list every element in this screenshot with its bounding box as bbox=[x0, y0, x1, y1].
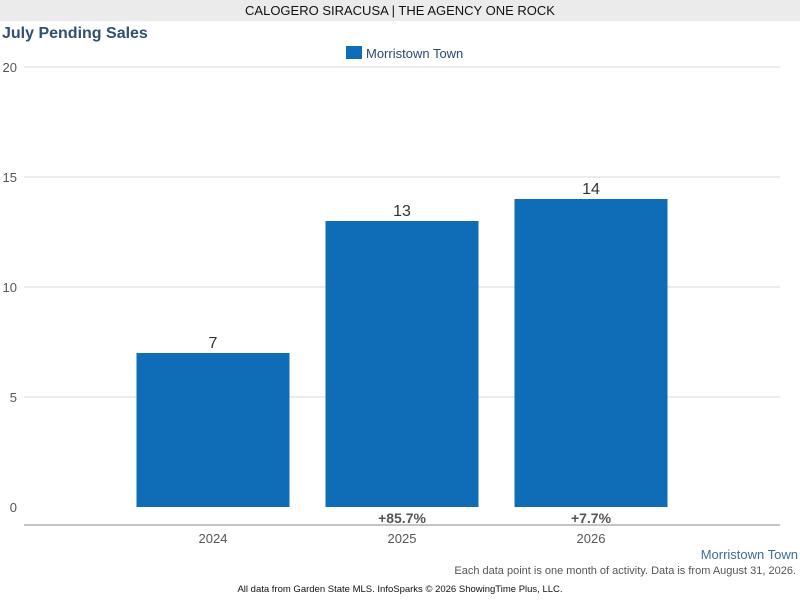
source-credit: All data from Garden State MLS. InfoSpar… bbox=[237, 584, 563, 595]
change-label: +7.7% bbox=[571, 510, 612, 526]
x-axis-ticks: 2024 2025 2026 bbox=[199, 531, 606, 546]
chart-title: July Pending Sales bbox=[2, 25, 148, 42]
top-banner: CALOGERO SIRACUSA | THE AGENCY ONE ROCK bbox=[0, 0, 800, 21]
x-tick-label: 2026 bbox=[577, 531, 606, 546]
bar-2026 bbox=[514, 199, 668, 507]
y-tick-label: 5 bbox=[10, 390, 17, 405]
y-tick-label: 20 bbox=[3, 60, 17, 75]
bars bbox=[136, 199, 668, 507]
y-tick-label: 15 bbox=[3, 170, 17, 185]
y-tick-label: 10 bbox=[3, 280, 17, 295]
legend: Morristown Town bbox=[346, 46, 463, 61]
bar-2025 bbox=[325, 221, 479, 507]
x-tick-label: 2024 bbox=[199, 531, 228, 546]
data-label: 7 bbox=[209, 335, 218, 352]
area-label: Morristown Town bbox=[700, 547, 798, 562]
y-axis-ticks: 0 5 10 15 20 bbox=[3, 60, 17, 515]
legend-label: Morristown Town bbox=[366, 46, 463, 61]
y-tick-label: 0 bbox=[10, 500, 17, 515]
x-tick-label: 2025 bbox=[388, 531, 417, 546]
data-label: 14 bbox=[582, 181, 600, 198]
bar-2024 bbox=[136, 353, 290, 507]
data-labels: 7 13 +85.7% 14 +7.7% bbox=[209, 181, 612, 526]
legend-swatch bbox=[346, 46, 362, 59]
change-label: +85.7% bbox=[378, 510, 426, 526]
bar-chart: 0 5 10 15 20 7 13 +85.7% 14 +7.7% 2024 2025 2026 M… bbox=[3, 46, 780, 546]
data-label: 13 bbox=[393, 203, 411, 220]
footnote: Each data point is one month of activity… bbox=[454, 565, 796, 577]
